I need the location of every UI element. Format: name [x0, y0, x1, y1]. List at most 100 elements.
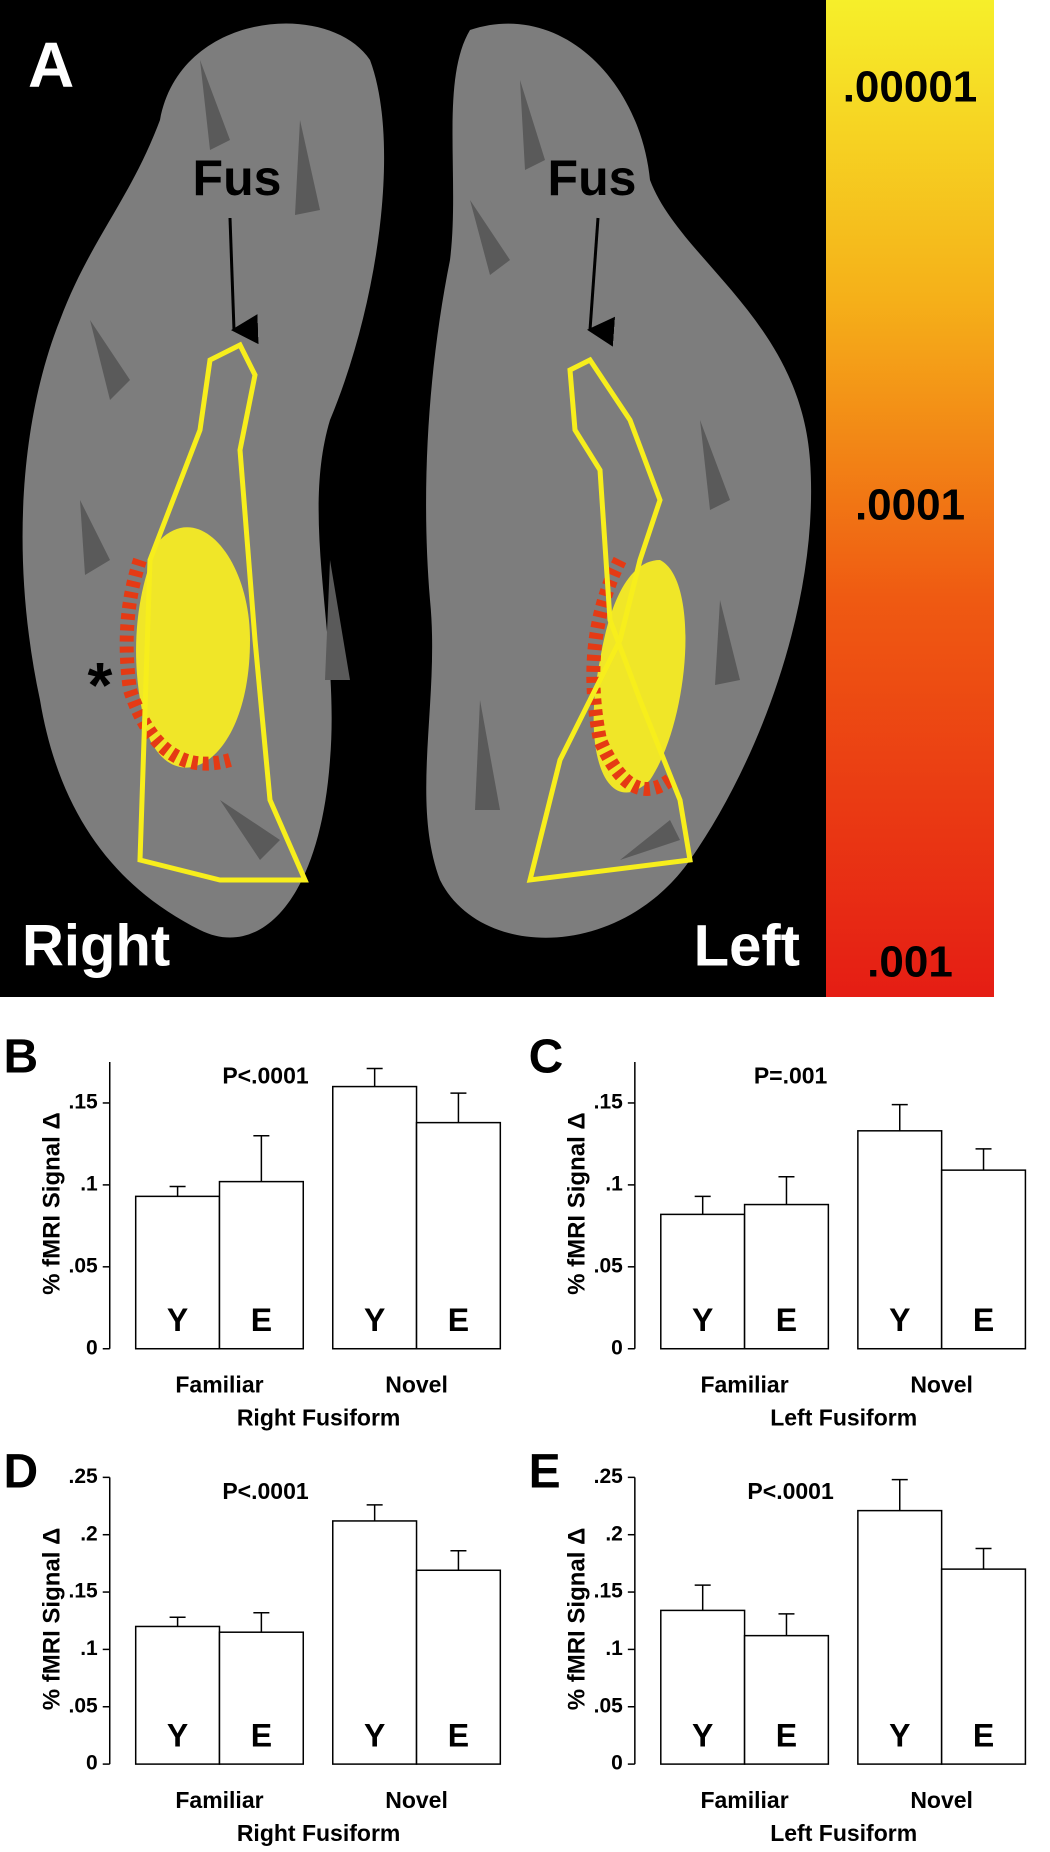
- bar: [134, 1625, 221, 1765]
- bar: [857, 1130, 943, 1350]
- y-tick-label: .1: [605, 1637, 623, 1660]
- bar-label: E: [251, 1718, 272, 1754]
- bar-label: Y: [167, 1302, 188, 1338]
- activation-edge: [119, 557, 232, 771]
- y-tick-label: .05: [594, 1694, 624, 1717]
- y-tick-label: 0: [86, 1752, 98, 1775]
- y-tick-label: .15: [69, 1580, 99, 1603]
- bar: [940, 1568, 1027, 1765]
- bar: [857, 1509, 943, 1765]
- hemisphere-label: Left: [694, 913, 800, 978]
- annotation: P<.0001: [222, 1478, 309, 1504]
- bar-label: E: [776, 1718, 797, 1754]
- bar-chart-panel: 0 .05 .1 .15 .2 .25 Y E Y E Familiar Novel Left Fusi…: [529, 1446, 1027, 1846]
- bar: [415, 1121, 502, 1350]
- bar-chart-panel: 0 .05 .1 .15 Y E Y E Familiar Novel Left Fusiform P…: [529, 1030, 1027, 1431]
- bar: [218, 1631, 305, 1765]
- bar-label: Y: [167, 1718, 188, 1754]
- bar: [332, 1085, 418, 1350]
- bar-label: Y: [692, 1302, 713, 1338]
- bar-label: E: [251, 1302, 272, 1338]
- y-tick-label: .1: [80, 1172, 98, 1195]
- colorbar-label: .001: [867, 938, 953, 987]
- y-tick-label: .2: [605, 1522, 623, 1545]
- x-axis-label: Left Fusiform: [770, 1405, 917, 1431]
- bar-label: Y: [889, 1302, 910, 1338]
- bar: [415, 1569, 502, 1765]
- bar-chart-panel: 0 .05 .1 .15 Y E Y E Familiar Novel Right Fusiform…: [4, 1030, 502, 1431]
- right-hemisphere: [22, 23, 385, 938]
- bar-label: E: [973, 1302, 994, 1338]
- bar-label: Y: [364, 1302, 385, 1338]
- x-group-label: Familiar: [175, 1372, 263, 1398]
- bar: [660, 1609, 746, 1765]
- annotation: Fus: [548, 150, 637, 206]
- bar-label: Y: [364, 1718, 385, 1754]
- bar: [940, 1169, 1027, 1350]
- x-group-label: Familiar: [175, 1787, 263, 1813]
- colorbar: [826, 0, 994, 997]
- y-tick-label: 0: [86, 1336, 98, 1359]
- annotation: *: [88, 649, 113, 721]
- bar-label: Y: [889, 1718, 910, 1754]
- panel-label: C: [529, 1030, 564, 1083]
- bar: [218, 1180, 305, 1350]
- y-tick-label: .05: [594, 1254, 624, 1277]
- panel-label: E: [529, 1446, 561, 1499]
- y-tick-label: .05: [69, 1694, 99, 1717]
- bar-label: Y: [692, 1718, 713, 1754]
- roi-outline-left: [526, 356, 693, 883]
- annotation: Fus: [193, 150, 282, 206]
- bar: [660, 1213, 746, 1350]
- y-axis-label: % fMRI Signal Δ: [38, 1112, 65, 1295]
- y-tick-label: .25: [594, 1465, 624, 1488]
- y-axis-label: % fMRI Signal Δ: [564, 1528, 591, 1711]
- left-hemisphere: [426, 23, 812, 938]
- x-group-label: Novel: [385, 1787, 448, 1813]
- activation-edge: [586, 556, 675, 796]
- x-group-label: Familiar: [700, 1787, 788, 1813]
- x-axis-label: Left Fusiform: [770, 1820, 917, 1846]
- y-tick-label: .1: [605, 1172, 623, 1195]
- annotation: P<.0001: [222, 1062, 309, 1088]
- bar-label: E: [448, 1302, 469, 1338]
- y-tick-label: 0: [611, 1336, 623, 1359]
- panel-label: D: [4, 1446, 39, 1499]
- y-axis-label: % fMRI Signal Δ: [38, 1528, 65, 1711]
- x-group-label: Familiar: [700, 1372, 788, 1398]
- colorbar-label: .0001: [855, 481, 965, 530]
- panel-label: A: [28, 29, 74, 101]
- arrow: [587, 217, 616, 347]
- panel-label: B: [4, 1030, 39, 1083]
- y-tick-label: 0: [611, 1752, 623, 1775]
- bar-label: E: [973, 1718, 994, 1754]
- y-tick-label: .1: [80, 1637, 98, 1660]
- x-axis-label: Right Fusiform: [237, 1405, 401, 1431]
- x-group-label: Novel: [910, 1372, 973, 1398]
- panel-a: A Fus Fus * Right Left .00001 .0001 .001: [0, 0, 994, 997]
- hemisphere-label: Right: [22, 913, 170, 978]
- activation-right: [136, 527, 250, 768]
- y-tick-label: .2: [80, 1522, 98, 1545]
- bar-label: E: [448, 1718, 469, 1754]
- colorbar-label: .00001: [843, 63, 978, 112]
- y-tick-label: .05: [69, 1254, 99, 1277]
- x-group-label: Novel: [385, 1372, 448, 1398]
- bar: [134, 1195, 221, 1350]
- bar: [743, 1203, 830, 1350]
- bar-chart-panel: 0 .05 .1 .15 .2 .25 Y E Y E Familiar Novel Right Fus…: [4, 1446, 502, 1846]
- x-axis-label: Right Fusiform: [237, 1820, 401, 1846]
- activation-left: [593, 560, 686, 793]
- y-tick-label: .15: [594, 1091, 624, 1114]
- annotation: P=.001: [754, 1062, 828, 1088]
- y-axis-label: % fMRI Signal Δ: [564, 1112, 591, 1295]
- bar-label: E: [776, 1302, 797, 1338]
- bar: [743, 1634, 830, 1765]
- y-tick-label: .15: [69, 1091, 99, 1114]
- roi-outline-right: [137, 341, 309, 883]
- annotation: P<.0001: [747, 1478, 834, 1504]
- y-tick-label: .15: [594, 1580, 624, 1603]
- x-group-label: Novel: [910, 1787, 973, 1813]
- arrow: [228, 217, 259, 345]
